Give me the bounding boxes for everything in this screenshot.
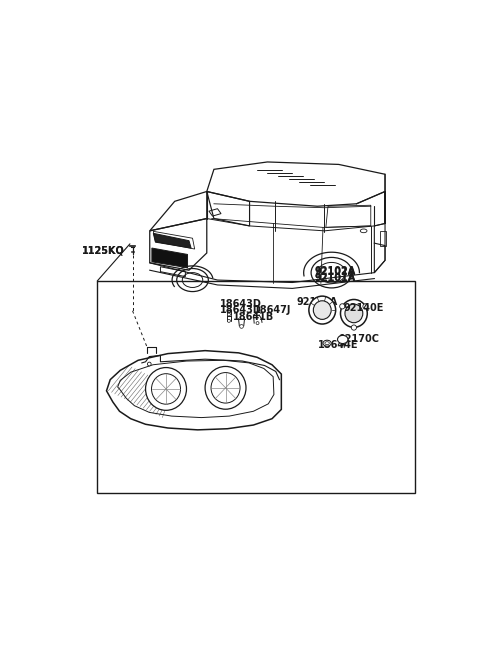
Text: 92161A: 92161A (297, 297, 338, 307)
Text: 18644E: 18644E (318, 340, 358, 350)
Ellipse shape (309, 296, 336, 324)
Ellipse shape (313, 300, 331, 319)
Ellipse shape (205, 367, 246, 409)
Text: 92102A: 92102A (315, 267, 356, 277)
Text: 92170C: 92170C (338, 334, 379, 344)
Circle shape (147, 362, 151, 366)
Text: 1125KQ: 1125KQ (83, 245, 125, 255)
Text: 92101A: 92101A (315, 273, 356, 283)
Circle shape (256, 321, 259, 325)
Ellipse shape (323, 340, 331, 346)
Ellipse shape (351, 325, 357, 330)
Circle shape (240, 325, 243, 328)
Text: 92102A: 92102A (315, 266, 356, 276)
Text: 18643D: 18643D (220, 299, 262, 309)
Polygon shape (153, 234, 191, 248)
Circle shape (228, 319, 230, 322)
Ellipse shape (345, 304, 363, 323)
Text: 1125KQ: 1125KQ (83, 245, 125, 255)
Text: 18641B: 18641B (233, 312, 274, 322)
Text: 18643D: 18643D (220, 306, 262, 316)
Text: 92101A: 92101A (315, 273, 356, 283)
Text: 18647J: 18647J (253, 306, 291, 316)
Polygon shape (152, 248, 188, 268)
Bar (97, 281, 415, 493)
Ellipse shape (145, 367, 186, 411)
Circle shape (228, 313, 230, 316)
Ellipse shape (363, 304, 368, 309)
Ellipse shape (337, 335, 348, 344)
Ellipse shape (340, 304, 345, 309)
Ellipse shape (340, 300, 367, 327)
Text: 92140E: 92140E (344, 303, 384, 313)
